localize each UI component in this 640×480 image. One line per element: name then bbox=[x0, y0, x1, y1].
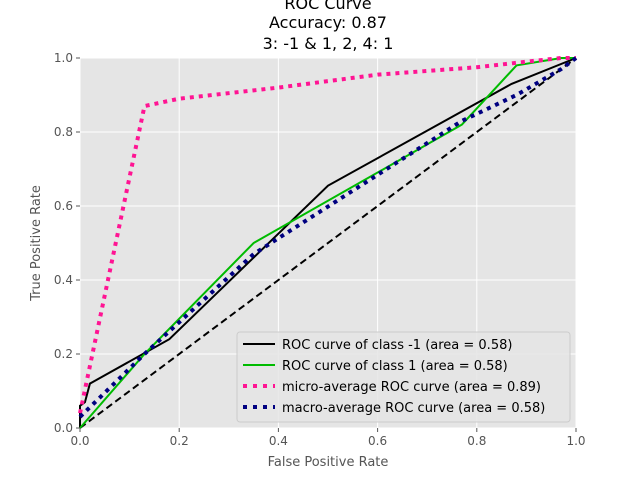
x-tick-label: 0.0 bbox=[70, 434, 89, 448]
chart-title-line-2: Accuracy: 0.87 bbox=[269, 13, 387, 32]
class-neg1-roc-line bbox=[79, 57, 577, 428]
x-axis-label: False Positive Rate bbox=[268, 455, 389, 470]
legend: ROC curve of class -1 (area = 0.58) ROC c… bbox=[236, 331, 571, 423]
x-tick-label: 0.8 bbox=[467, 434, 486, 448]
chart-title-line-3: 3: -1 & 1, 2, 4: 1 bbox=[263, 34, 394, 53]
chart-title: ROC Curve Accuracy: 0.87 3: -1 & 1, 2, 4… bbox=[263, 0, 394, 53]
y-tick-label: 0.0 bbox=[54, 421, 73, 435]
x-tick-label: 1.0 bbox=[566, 434, 585, 448]
y-tick-label: 0.8 bbox=[54, 125, 73, 139]
legend-box bbox=[236, 331, 571, 423]
chance-diagonal-line bbox=[79, 57, 577, 429]
legend-label: ROC curve of class -1 (area = 0.58) bbox=[282, 338, 512, 353]
y-tick-label: 1.0 bbox=[54, 51, 73, 65]
x-tick-label: 0.4 bbox=[269, 434, 288, 448]
y-axis-label: True Positive Rate bbox=[29, 185, 44, 302]
micro-average-roc-line bbox=[78, 56, 576, 414]
legend-label: ROC curve of class 1 (area = 0.58) bbox=[282, 359, 508, 374]
legend-label: macro-average ROC curve (area = 0.58) bbox=[282, 401, 545, 416]
legend-label: micro-average ROC curve (area = 0.89) bbox=[282, 380, 541, 395]
chart-title-line-1: ROC Curve bbox=[284, 0, 371, 13]
y-tick-label: 0.6 bbox=[54, 199, 73, 213]
axis-ticks: 0.0 0.2 0.4 0.6 0.8 1.0 0.0 0.2 0.4 0.6 0.8 1.0 bbox=[54, 51, 586, 448]
series-layer bbox=[78, 56, 578, 429]
y-tick-label: 0.2 bbox=[54, 347, 73, 361]
x-tick-label: 0.2 bbox=[170, 434, 189, 448]
macro-average-roc-line bbox=[78, 56, 578, 419]
y-tick-label: 0.4 bbox=[54, 273, 73, 287]
x-tick-label: 0.6 bbox=[368, 434, 387, 448]
